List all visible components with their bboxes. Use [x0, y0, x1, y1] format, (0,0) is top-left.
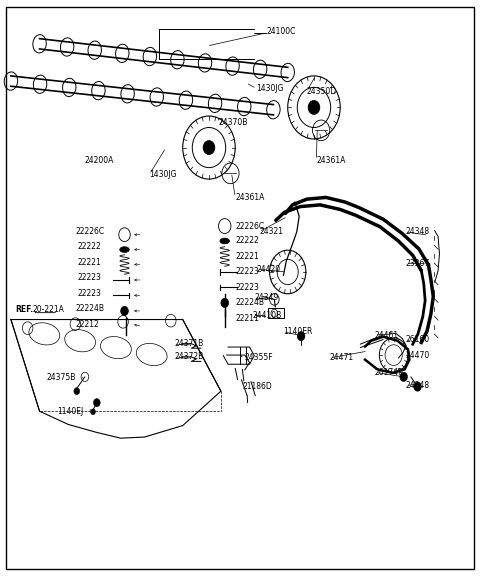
- Text: 22221: 22221: [78, 257, 101, 267]
- Circle shape: [203, 141, 215, 154]
- Text: 22223: 22223: [78, 289, 102, 298]
- Text: 23367: 23367: [406, 259, 430, 268]
- Text: 24461: 24461: [374, 331, 399, 339]
- Circle shape: [94, 399, 100, 407]
- Text: 24371B: 24371B: [174, 339, 204, 348]
- Text: 20-221A: 20-221A: [33, 305, 64, 314]
- Circle shape: [120, 306, 128, 316]
- Text: 24361A: 24361A: [235, 193, 264, 202]
- Text: 24471: 24471: [330, 354, 354, 362]
- Text: 1430JG: 1430JG: [257, 84, 284, 93]
- Text: 22211: 22211: [235, 314, 259, 323]
- Text: 24355F: 24355F: [245, 354, 274, 362]
- Text: 24410B: 24410B: [253, 311, 282, 320]
- Text: 22222: 22222: [235, 237, 259, 245]
- Text: 24348: 24348: [406, 381, 430, 390]
- Text: 1140ER: 1140ER: [283, 327, 312, 336]
- Text: 24348: 24348: [406, 228, 430, 236]
- Text: 24200A: 24200A: [85, 156, 114, 165]
- Text: 21186D: 21186D: [242, 382, 272, 391]
- Circle shape: [91, 409, 96, 415]
- Text: 24350D: 24350D: [307, 87, 337, 96]
- Text: 22226C: 22226C: [235, 222, 264, 230]
- Text: 1140EJ: 1140EJ: [58, 407, 84, 416]
- Circle shape: [400, 372, 408, 381]
- Circle shape: [221, 298, 228, 308]
- Text: 22223: 22223: [235, 267, 259, 276]
- Text: 24361A: 24361A: [316, 156, 346, 165]
- Circle shape: [74, 388, 80, 395]
- Text: REF.: REF.: [15, 305, 33, 314]
- Text: 22223: 22223: [78, 273, 102, 282]
- Text: 24470: 24470: [406, 351, 430, 360]
- Text: 24321: 24321: [259, 228, 283, 236]
- Text: 22221: 22221: [235, 252, 259, 261]
- Text: 26160: 26160: [406, 335, 430, 343]
- Text: 26174P: 26174P: [374, 367, 403, 377]
- Text: 22222: 22222: [78, 242, 101, 251]
- Text: 22224B: 22224B: [75, 304, 104, 313]
- Circle shape: [414, 382, 421, 391]
- Text: 24370B: 24370B: [218, 119, 248, 127]
- Ellipse shape: [220, 238, 229, 244]
- Text: 22224B: 22224B: [235, 298, 264, 308]
- Text: 24349: 24349: [254, 293, 278, 302]
- Text: 22226C: 22226C: [75, 228, 105, 236]
- Circle shape: [297, 332, 305, 341]
- Text: 24420: 24420: [257, 264, 281, 274]
- Bar: [268, 308, 284, 319]
- Text: 24100C: 24100C: [266, 26, 296, 36]
- Text: 1430JG: 1430JG: [149, 170, 177, 179]
- Text: 22212: 22212: [75, 320, 99, 329]
- Circle shape: [308, 101, 320, 114]
- Text: 24372B: 24372B: [174, 353, 204, 361]
- Text: 22223: 22223: [235, 283, 259, 292]
- Ellipse shape: [120, 247, 129, 252]
- Text: 24375B: 24375B: [47, 373, 76, 382]
